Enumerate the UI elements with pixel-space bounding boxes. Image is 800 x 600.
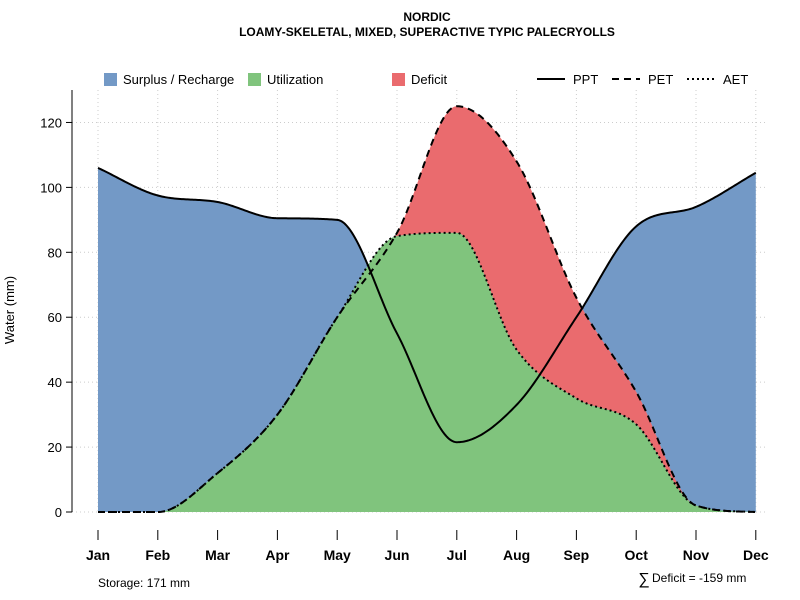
legend-label-utilization: Utilization <box>267 72 323 87</box>
y-axis-title: Water (mm) <box>2 276 17 344</box>
legend: Surplus / Recharge Utilization Deficit P… <box>104 72 748 87</box>
area-fills <box>98 106 756 512</box>
legend-label-pet: PET <box>648 72 673 87</box>
chart-title: NORDIC <box>403 10 451 24</box>
series-line-ppt <box>97 167 757 444</box>
legend-label-ppt: PPT <box>573 72 598 87</box>
legend-swatch-surplus <box>104 73 117 86</box>
series-line-aet <box>98 231 756 513</box>
legend-label-aet: AET <box>723 72 748 87</box>
x-tick-label: Sep <box>564 547 590 563</box>
series-line-pet <box>98 105 756 513</box>
y-tick-label: 80 <box>48 245 62 260</box>
x-tick-label: Jan <box>86 547 110 563</box>
legend-label-surplus: Surplus / Recharge <box>123 72 234 87</box>
deficit-area <box>98 106 756 512</box>
sum-icon: ∑ <box>638 571 649 588</box>
x-tick-label: Jun <box>385 547 410 563</box>
y-tick-label: 60 <box>48 310 62 325</box>
x-tick-label: May <box>324 547 351 563</box>
x-tick-label: Nov <box>683 547 710 563</box>
x-tick-label: Apr <box>265 547 290 563</box>
y-tick-label: 20 <box>48 440 62 455</box>
x-tick-label: Oct <box>625 547 649 563</box>
utilization-area <box>98 232 756 512</box>
chart-subtitle: LOAMY-SKELETAL, MIXED, SUPERACTIVE TYPIC… <box>239 25 615 39</box>
x-tick-label: Mar <box>205 547 230 563</box>
storage-annotation: Storage: 171 mm <box>98 576 190 590</box>
legend-swatch-utilization <box>248 73 261 86</box>
y-tick-label: 120 <box>40 115 62 130</box>
y-tick-label: 40 <box>48 375 62 390</box>
legend-swatch-deficit <box>392 73 405 86</box>
deficit-annotation: Deficit = -159 mm <box>652 571 746 585</box>
x-tick-label: Jul <box>447 547 467 563</box>
x-tick-label: Aug <box>503 547 530 563</box>
x-tick-label: Feb <box>145 547 170 563</box>
series-lines <box>97 105 757 513</box>
axes: 0 20 40 60 80 100 120 Jan Feb Mar Apr May Jun Jul Aug S… <box>40 90 769 563</box>
y-tick-label: 0 <box>55 505 62 520</box>
x-tick-label: Dec <box>743 547 769 563</box>
legend-label-deficit: Deficit <box>411 72 448 87</box>
y-tick-label: 100 <box>40 180 62 195</box>
